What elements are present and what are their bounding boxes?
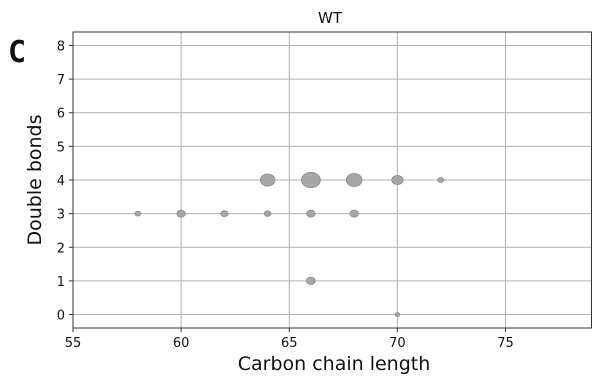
y-tick-label: 5 [57,140,65,155]
x-tick-label: 70 [389,336,406,351]
y-tick-labels: 0 1 2 3 4 5 6 7 8 [57,39,73,324]
scatter-point [345,173,363,187]
data-points [134,171,445,317]
y-tick-label: 6 [57,107,65,122]
panel-label: C [8,35,26,70]
chart-title: WT [318,9,343,27]
scatter-point [134,210,142,217]
scatter-point [300,171,321,189]
scatter-point [259,173,276,187]
scatter-point [176,209,186,218]
y-tick-label: 8 [57,39,65,54]
scatter-point [349,209,359,218]
y-tick-label: 2 [57,241,65,256]
y-tick-label: 3 [57,208,65,223]
scatter-point [306,276,316,285]
x-tick-labels: 55 60 65 70 75 [65,328,514,351]
scatter-point [437,177,445,183]
y-tick-label: 0 [57,309,65,324]
x-tick-label: 75 [497,336,514,351]
scatter-point [394,312,401,317]
x-tick-label: 60 [173,336,190,351]
scatter-point [391,174,404,186]
scatter-point [263,210,272,217]
y-tick-label: 1 [57,275,65,290]
x-tick-label: 65 [281,336,298,351]
y-axis-label: Double bonds [24,114,46,245]
y-tick-label: 7 [57,73,65,88]
scatter-point [306,209,316,218]
x-axis-label: Carbon chain length [238,353,431,375]
scatter-point [220,210,229,218]
y-tick-label: 4 [57,174,65,189]
x-tick-label: 55 [65,336,82,351]
grid [72,32,592,328]
